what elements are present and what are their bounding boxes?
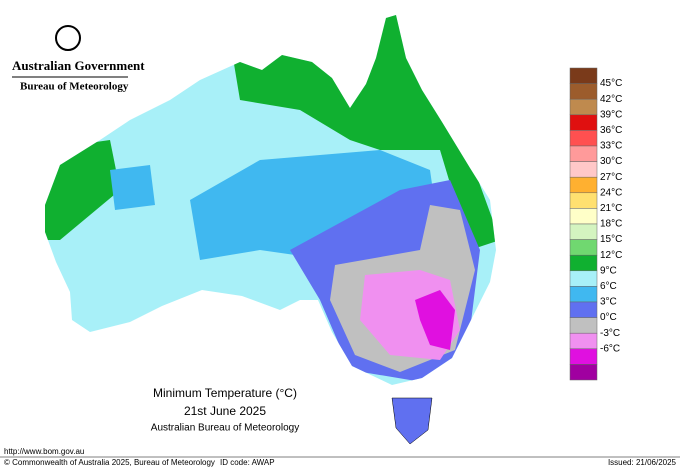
logo-government: Australian Government [12, 58, 145, 73]
legend-swatch [569, 176, 598, 194]
footer-issued: Issued: 21/06/2025 [608, 458, 677, 467]
logo: Australian Government Bureau of Meteorol… [12, 25, 145, 93]
caption: Minimum Temperature (°C) 21st June 2025 … [151, 386, 299, 433]
legend: 45°C 42°C 39°C 36°C 33°C 30°C 27°C 24°C 21°C 18°C… [569, 67, 622, 381]
legend-swatch [569, 98, 598, 116]
legend-swatch [569, 145, 598, 162]
legend-swatch [569, 286, 598, 303]
legend-swatch [569, 239, 598, 256]
footer-copyright: © Commonwealth of Australia 2025, Bureau… [4, 458, 215, 467]
legend-label: 0°C [600, 312, 617, 323]
legend-swatch [569, 348, 598, 365]
zone-west-green [45, 140, 120, 240]
legend-label: 24°C [600, 187, 622, 198]
caption-date: 21st June 2025 [184, 404, 266, 418]
legend-swatch [569, 114, 598, 131]
legend-label: -6°C [600, 343, 620, 354]
legend-label: 21°C [600, 203, 622, 214]
legend-swatch [569, 364, 598, 381]
legend-swatch [569, 332, 598, 350]
legend-swatch [569, 301, 598, 318]
legend-swatch [569, 270, 598, 287]
legend-swatch [569, 161, 598, 178]
legend-label: 9°C [600, 265, 617, 276]
legend-swatch [569, 83, 598, 100]
legend-label: 30°C [600, 156, 622, 167]
legend-swatch [569, 223, 598, 240]
legend-label: 18°C [600, 219, 622, 230]
tasmania [391, 397, 433, 445]
legend-swatch [569, 254, 598, 272]
logo-bureau: Bureau of Meteorology [20, 81, 129, 93]
footer-url: http://www.bom.gov.au [4, 447, 84, 456]
legend-swatch [569, 192, 598, 209]
caption-source: Australian Bureau of Meteorology [151, 423, 299, 434]
zone-north-green [230, 15, 496, 250]
legend-label: 27°C [600, 172, 622, 183]
legend-swatch [569, 130, 598, 147]
legend-swatch [569, 67, 598, 84]
zone-west-blue [110, 165, 155, 210]
legend-label: 12°C [600, 250, 622, 261]
zone-magenta [415, 290, 455, 350]
footer-id: ID code: AWAP [220, 458, 275, 467]
legend-label: 15°C [600, 234, 622, 245]
crest [55, 25, 81, 51]
legend-label: 42°C [600, 94, 622, 105]
legend-label: 3°C [600, 297, 617, 308]
caption-title: Minimum Temperature (°C) [153, 386, 297, 400]
legend-label: 33°C [600, 141, 622, 152]
legend-label: 45°C [600, 78, 622, 89]
legend-label: 6°C [600, 281, 617, 292]
legend-label: -3°C [600, 328, 620, 339]
legend-swatch [569, 317, 598, 334]
legend-label: 36°C [600, 125, 622, 136]
legend-label: 39°C [600, 109, 622, 120]
legend-swatch [569, 208, 598, 225]
